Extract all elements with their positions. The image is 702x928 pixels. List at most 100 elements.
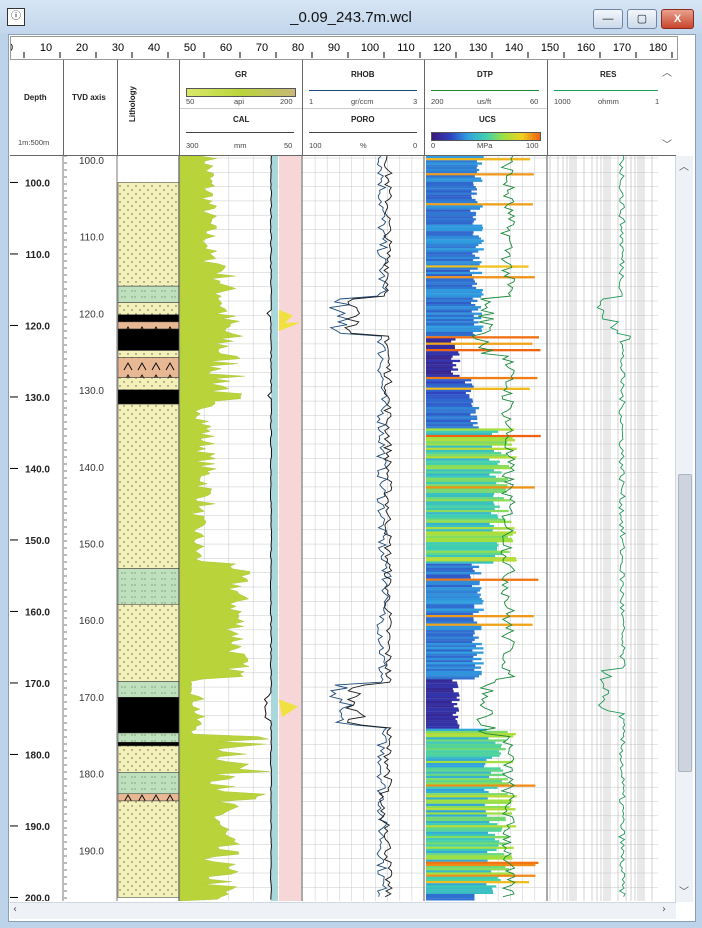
lithology-bed-shale bbox=[117, 772, 180, 795]
poro-unit: % bbox=[360, 141, 367, 150]
close-button[interactable]: X bbox=[661, 9, 694, 29]
gr-color-bar bbox=[186, 88, 296, 97]
gr-unit: api bbox=[234, 97, 245, 106]
ruler-label: 160 bbox=[577, 42, 595, 54]
lithology-bed-shale bbox=[117, 681, 180, 698]
cal-title: CAL bbox=[233, 115, 250, 124]
cal-unit: mm bbox=[234, 141, 247, 150]
lithology-bed-shale bbox=[117, 568, 180, 605]
ruler-label: 150 bbox=[541, 42, 559, 54]
tvd-label: 180.0 bbox=[79, 770, 104, 781]
res-curve bbox=[596, 156, 631, 897]
horizontal-scrollbar[interactable]: ‹ › bbox=[10, 902, 676, 919]
ruler-label: 40 bbox=[148, 42, 160, 54]
cal-max: 50 bbox=[284, 141, 293, 150]
maximize-button[interactable]: ▢ bbox=[627, 9, 657, 29]
tvd-label: 120.0 bbox=[79, 309, 104, 320]
lithology-bed-coal bbox=[117, 314, 180, 323]
tvd-label: 110.0 bbox=[80, 233, 105, 244]
poro-curve bbox=[344, 156, 393, 898]
lithology-bed-shale bbox=[117, 285, 180, 303]
res-header: RES 1000 ohmm 1 bbox=[548, 60, 660, 155]
depth-label: 130.0 bbox=[25, 393, 50, 404]
dtp-title: DTP bbox=[477, 70, 493, 79]
log-plot-area[interactable]: 100.0 110.0 120.0 130.0 140.0 150.0 160.0 170.0… bbox=[10, 156, 676, 901]
tvd-label: 140.0 bbox=[79, 463, 104, 474]
lithology-bed-sand bbox=[117, 350, 180, 358]
res-max: 1 bbox=[655, 97, 660, 106]
tvd-header: TVD axis bbox=[64, 60, 118, 155]
res-grid bbox=[548, 156, 658, 901]
dtp-min: 200 bbox=[431, 97, 444, 106]
horizontal-ruler: 0 10 20 30 40 50 60 70 80 90 100 110 120 130 140 150 160… bbox=[10, 36, 678, 60]
ucs-max: 100 bbox=[526, 141, 539, 150]
dtp-curve bbox=[471, 156, 516, 898]
depth-label: 160.0 bbox=[25, 607, 50, 618]
tvd-label: 190.0 bbox=[79, 846, 104, 857]
gr-curve-fill bbox=[179, 156, 270, 901]
depth-label: 140.0 bbox=[25, 464, 50, 475]
minimize-button[interactable]: — bbox=[593, 9, 623, 29]
depth-title: Depth bbox=[24, 93, 47, 102]
lithology-bed-sand bbox=[117, 377, 180, 391]
vertical-scroll-thumb[interactable] bbox=[678, 474, 692, 772]
poro-max: 0 bbox=[413, 141, 418, 150]
ruler-label: 30 bbox=[112, 42, 124, 54]
poro-min: 100 bbox=[309, 141, 322, 150]
lithology-bed-coal bbox=[117, 742, 180, 747]
depth-track: 100.0 110.0 120.0 130.0 140.0 150.0 160.0 170.0… bbox=[10, 156, 64, 901]
lithology-header: Lithology bbox=[118, 60, 180, 155]
ucs-unit: MPa bbox=[477, 141, 493, 150]
depth-label: 110.0 bbox=[26, 250, 51, 261]
lithology-bed-shale bbox=[117, 732, 180, 743]
coal-flag bbox=[279, 699, 298, 718]
lithology-bed-sand bbox=[117, 302, 180, 315]
dtp-ucs-header: DTP 200 us/ft 60 UCS 0 MPa 100 bbox=[425, 60, 548, 155]
gr-cal-header: GR 50 api 200 CAL 300 mm 50 bbox=[180, 60, 303, 155]
scroll-up-icon[interactable]: ︿ bbox=[679, 162, 689, 173]
dtp-max: 60 bbox=[530, 97, 539, 106]
ucs-title: UCS bbox=[479, 115, 496, 124]
tvd-label: 100.0 bbox=[79, 156, 104, 167]
depth-label: 190.0 bbox=[25, 822, 50, 833]
dtp-unit: us/ft bbox=[477, 97, 492, 106]
scroll-down-icon[interactable]: ﹀ bbox=[679, 887, 689, 898]
tvd-label: 130.0 bbox=[79, 386, 104, 397]
lithology-bed-marl bbox=[117, 357, 180, 378]
res-unit: ohmm bbox=[598, 97, 619, 106]
header-scroll-down-icon[interactable]: ﹀ bbox=[662, 140, 672, 151]
depth-label: 100.0 bbox=[25, 178, 50, 189]
ruler-label: 80 bbox=[292, 42, 304, 54]
ruler-label: 20 bbox=[76, 42, 88, 54]
ruler-label: 180 bbox=[649, 42, 667, 54]
coal-flag bbox=[279, 309, 300, 332]
ruler-label: 70 bbox=[256, 42, 268, 54]
poro-title: PORO bbox=[351, 115, 375, 124]
track-header: Depth 1m:500m TVD axis Lithology GR 50 a… bbox=[10, 60, 676, 157]
scroll-left-icon[interactable]: ‹ bbox=[13, 904, 17, 915]
lithology-bed-coal bbox=[117, 328, 180, 351]
ruler-label: 120 bbox=[433, 42, 451, 54]
depth-label: 170.0 bbox=[25, 679, 50, 690]
gr-max: 200 bbox=[280, 97, 293, 106]
ruler-label: 90 bbox=[328, 42, 340, 54]
tvd-label: 160.0 bbox=[79, 616, 104, 627]
lithology-bed-marl bbox=[117, 793, 180, 802]
app-icon[interactable]: ⓘ bbox=[7, 8, 25, 26]
header-scroll-up-icon[interactable]: ︿ bbox=[662, 68, 672, 79]
ruler-label: 110 bbox=[397, 42, 415, 54]
lithology-bed-coal bbox=[117, 389, 180, 405]
rhob-curve bbox=[328, 156, 392, 897]
vertical-scrollbar[interactable]: ︿ ﹀ bbox=[675, 156, 693, 902]
scroll-right-icon[interactable]: › bbox=[662, 904, 666, 915]
ruler-label: 100 bbox=[361, 42, 379, 54]
lithology-bed-coal bbox=[117, 697, 180, 734]
lithology-bed-sand bbox=[117, 403, 180, 569]
ruler-label: 50 bbox=[184, 42, 196, 54]
depth-label: 150.0 bbox=[25, 536, 50, 547]
ruler-label: 140 bbox=[505, 42, 523, 54]
rhob-title: RHOB bbox=[351, 70, 375, 79]
depth-label: 180.0 bbox=[25, 750, 50, 761]
tvd-label: 170.0 bbox=[79, 693, 104, 704]
ucs-color-bar bbox=[431, 132, 541, 141]
